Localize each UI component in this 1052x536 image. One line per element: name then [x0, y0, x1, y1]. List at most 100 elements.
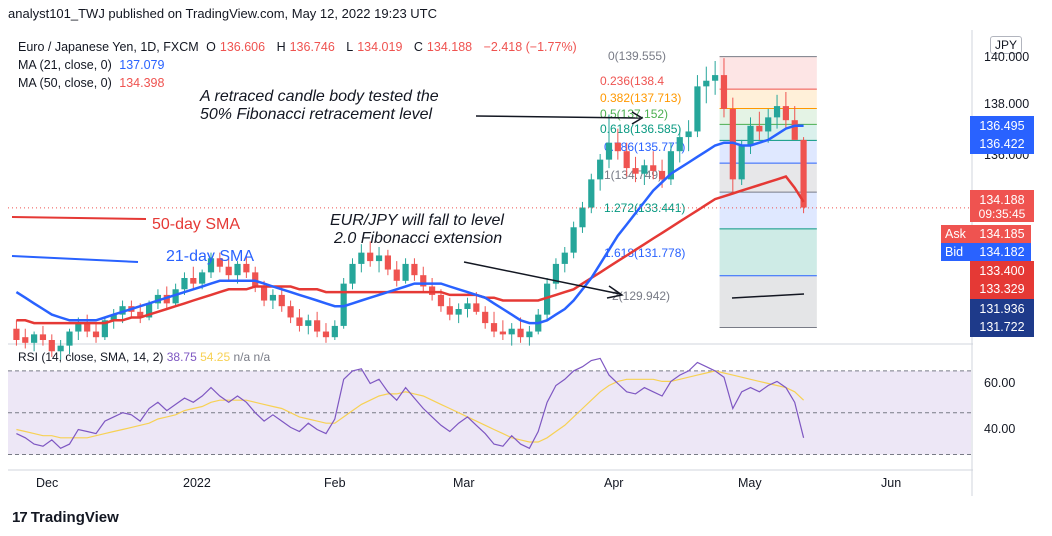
candle-body	[526, 331, 533, 338]
chart-canvas[interactable]: 0(139.555)0.236(138.40.382(137.713)0.5(1…	[8, 30, 973, 496]
time-axis-may: May	[738, 476, 762, 490]
candle-body	[384, 255, 391, 270]
candle-body	[57, 345, 64, 352]
candle-body	[712, 75, 719, 81]
candle-body	[402, 263, 409, 281]
time-axis-jun: Jun	[881, 476, 902, 490]
candle-body	[756, 125, 763, 132]
ma50-price-tag: 133.400	[970, 261, 1034, 281]
candle-body	[243, 263, 250, 273]
ohlc-high: H 136.746	[276, 40, 335, 54]
time-axis-mar: Mar	[453, 476, 475, 490]
ma50-value: 134.398	[119, 76, 165, 90]
candle-body	[499, 331, 506, 335]
fib-label-f618: 0.618(136.585)	[600, 122, 681, 136]
tradingview-brand-name: TradingView	[30, 509, 119, 526]
fib-zone-1	[719, 89, 817, 109]
candle-body	[101, 320, 108, 338]
fib-price-tag-1: 131.936	[970, 299, 1034, 319]
candle-body	[650, 165, 657, 171]
candle-body	[729, 108, 736, 180]
time-axis-2022: 2022	[183, 476, 211, 490]
candle-body	[349, 263, 356, 284]
candle-body	[48, 340, 55, 352]
ma50-legend[interactable]: MA (50, close, 0) 134.398	[18, 76, 168, 90]
candle-body	[305, 320, 312, 326]
fib-label-f236: 0.236(138.4	[600, 74, 664, 88]
candle-body	[314, 320, 321, 332]
candle-body	[92, 331, 100, 338]
time-axis-apr: Apr	[604, 476, 624, 490]
ohlc-close: C 134.188	[413, 40, 473, 54]
candle-body	[234, 263, 241, 276]
candle-body	[685, 131, 692, 138]
candle-body	[340, 283, 347, 326]
candle-body	[738, 145, 745, 180]
candle-body	[773, 106, 781, 118]
annotation-retrace-line2: 50% Fibonacci retracement level	[200, 106, 433, 123]
currency-selector[interactable]: JPY	[990, 36, 1023, 54]
candle-body	[614, 142, 621, 152]
candle-body	[367, 252, 374, 262]
candle-body	[437, 294, 445, 307]
rsi-legend[interactable]: RSI (14, close, SMA, 14, 2) 38.75 54.25 …	[18, 350, 270, 364]
ohlc-open: O 136.606	[206, 40, 266, 54]
ma21-legend[interactable]: MA (21, close, 0) 137.079	[18, 58, 168, 72]
candle-body	[110, 314, 117, 321]
fib-label-f382: 0.382(137.713)	[600, 91, 681, 105]
ma50-price-tag-2: 133.329	[970, 279, 1034, 299]
candle-body	[543, 283, 551, 315]
countdown-tag: 09:35:45	[970, 206, 1034, 222]
rsi-axis-60: 60.00	[984, 376, 1016, 390]
annotation-fall[interactable]: EUR/JPY will fall to level 2.0 Fibonacci…	[330, 212, 504, 248]
candle-body	[331, 325, 338, 338]
retrace-arrowhead	[631, 111, 644, 125]
fib-label-f1618: 1.618(131.778)	[604, 246, 685, 260]
candle-body	[429, 286, 436, 295]
bid-tag: Bid 134.182	[941, 243, 1031, 261]
annotation-fall-line2: 2.0 Fibonacci extension	[334, 230, 503, 247]
sma21-label-line	[11, 255, 139, 263]
rsi-band	[8, 370, 971, 455]
annotation-retrace-line1: A retraced candle body tested the	[200, 88, 439, 105]
candle-body	[570, 227, 577, 253]
candle-body	[296, 317, 303, 326]
ask-value: 134.185	[979, 227, 1025, 241]
annotation-retrace[interactable]: A retraced candle body tested the 50% Fi…	[200, 88, 439, 124]
candle-body	[278, 294, 285, 307]
tradingview-brand[interactable]: 17 TradingView	[12, 509, 119, 526]
candle-body	[84, 323, 91, 332]
fib-label-f786: 0.786(135.777)	[604, 140, 685, 154]
candle-body	[252, 272, 259, 287]
candle-body	[765, 117, 772, 132]
publish-header: analyst101_TWJ published on TradingView.…	[8, 6, 437, 21]
candle-body	[490, 323, 498, 332]
fall-arrow	[463, 261, 621, 295]
candle-body	[269, 294, 277, 301]
fall-arrowhead	[606, 285, 624, 299]
symbol-legend: Euro / Japanese Yen, 1D, FXCM O 136.606 H…	[18, 40, 581, 54]
candle-body	[225, 266, 232, 276]
candle-body	[66, 331, 73, 346]
candle-body	[632, 168, 639, 174]
ma21-label: MA (21, close, 0)	[18, 58, 112, 72]
candle-body	[137, 311, 144, 318]
sma21-label[interactable]: 21-day SMA	[166, 248, 255, 265]
bid-label: Bid	[945, 245, 964, 259]
symbol-name[interactable]: Euro / Japanese Yen, 1D, FXCM	[18, 40, 199, 54]
rsi-ma-value: 54.25	[200, 350, 231, 364]
candle-body	[322, 331, 330, 338]
sma50-label[interactable]: 50-day SMA	[152, 216, 241, 233]
candle-body	[667, 151, 675, 180]
rsi-label: RSI (14, close, SMA, 14, 2)	[18, 350, 164, 364]
candle-body	[216, 258, 223, 267]
candle-body	[791, 120, 798, 140]
candle-body	[446, 306, 453, 315]
chart-panel[interactable]: 0(139.555) 0.236(138.4 0.382(137.713) 0.5(1…	[8, 30, 973, 496]
candle-body	[658, 170, 666, 180]
ohlc-change: −2.418 (−1.77%)	[483, 40, 577, 54]
retrace-arrow	[475, 115, 641, 119]
candle-body	[597, 159, 604, 180]
ma21-line	[15, 124, 804, 325]
candle-body	[720, 75, 728, 109]
